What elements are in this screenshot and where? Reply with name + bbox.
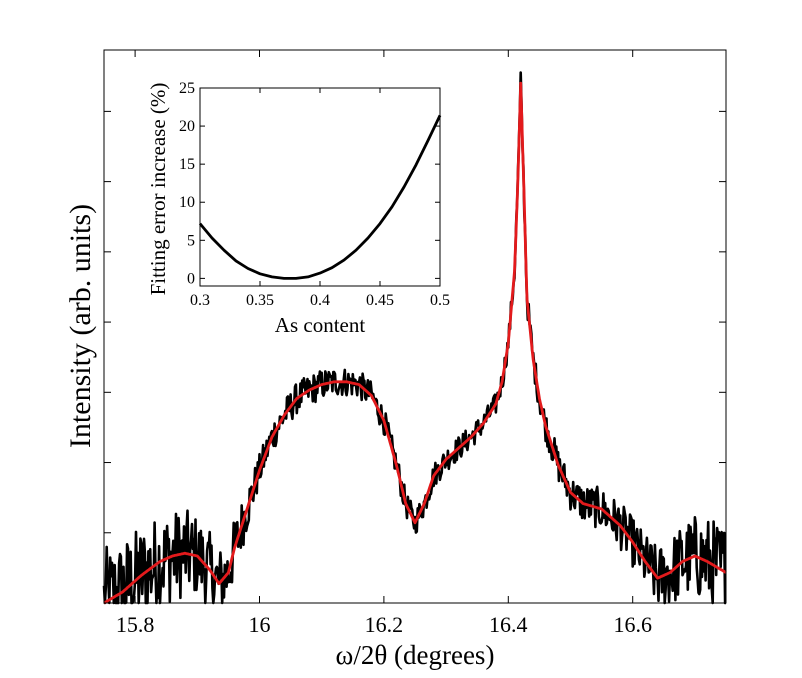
inset-background — [200, 88, 440, 286]
inset-y-tick-label: 10 — [179, 194, 195, 211]
main-axes-frame — [103, 49, 727, 604]
main-y-axis-label: Intensity (arb. units) — [64, 204, 97, 448]
inset-x-axis-label: As content — [275, 313, 366, 337]
inset-plot: 0.3 0.35 0.4 0.45 0.5 0 5 10 15 20 25 As content F… — [146, 80, 450, 337]
inset-x-tick-label: 0.5 — [430, 292, 450, 309]
main-x-tick-label: 15.8 — [116, 612, 155, 637]
inset-y-tick-label: 20 — [179, 118, 195, 135]
main-x-tick-label: 16.2 — [365, 612, 404, 637]
fit-curve-line — [103, 81, 727, 605]
inset-y-tick-label: 15 — [179, 156, 195, 173]
inset-x-tick-label: 0.35 — [246, 292, 274, 309]
inset-y-tick-label: 0 — [187, 270, 195, 287]
main-x-axis-label: ω/2θ (degrees) — [336, 640, 495, 670]
inset-y-axis-label: Fitting error increase (%) — [146, 83, 170, 296]
inset-y-tick-label: 25 — [179, 80, 195, 97]
inset-series-group — [198, 114, 442, 280]
inset-x-tick-label: 0.45 — [366, 292, 394, 309]
inset-x-tick-label: 0.3 — [190, 292, 210, 309]
inset-y-tick-label: 5 — [187, 232, 195, 249]
inset-error-curve — [198, 114, 442, 280]
main-x-tick-label: 16.4 — [489, 612, 528, 637]
main-x-tick-label: 16 — [249, 612, 271, 637]
main-ticks-group: 15.8 16 16.2 16.4 16.6 — [104, 50, 726, 637]
main-plot: 15.8 16 16.2 16.4 16.6 ω/2θ (degrees) Intens… — [64, 49, 727, 670]
inset-x-tick-label: 0.4 — [310, 292, 330, 309]
measured-data-line — [102, 71, 727, 605]
main-series-group — [102, 71, 727, 605]
inset-ticks-group: 0.3 0.35 0.4 0.45 0.5 0 5 10 15 20 25 — [179, 80, 450, 309]
main-x-tick-label: 16.6 — [613, 612, 652, 637]
